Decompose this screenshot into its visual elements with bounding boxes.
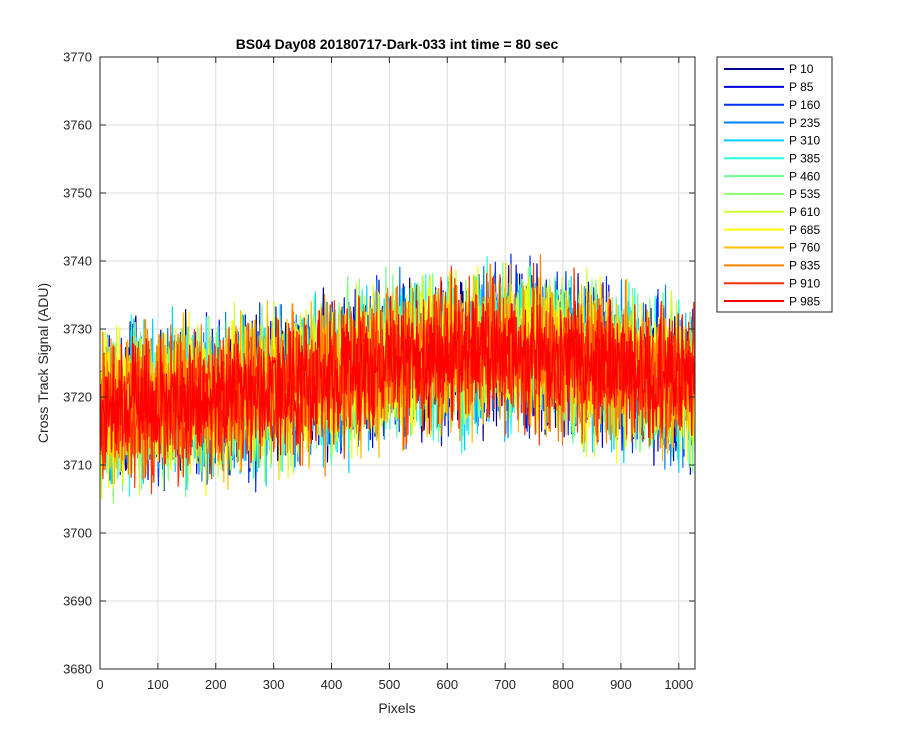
x-tick-labels: 0 100 200 300 400 500 600 700 800 900 1000 [96,677,693,692]
y-tick-label: 3730 [63,322,92,337]
legend-label: P 910 [789,276,820,290]
x-tick-label: 1000 [664,677,693,692]
y-tick-label: 3750 [63,186,92,201]
x-tick-label: 300 [263,677,285,692]
x-tick-label: 800 [552,677,574,692]
y-tick-label: 3680 [63,662,92,677]
y-tick-label: 3720 [63,390,92,405]
legend-entry: P 235 [724,116,820,130]
legend-label: P 85 [789,80,814,94]
legend-entry: P 685 [724,223,820,237]
legend-entry: P 835 [724,259,820,273]
legend-label: P 610 [789,205,820,219]
legend-entry: P 985 [724,294,820,308]
legend-label: P 160 [789,98,820,112]
legend-label: P 10 [789,62,814,76]
legend-entry: P 610 [724,205,820,219]
legend-entry: P 760 [724,241,820,255]
legend-entry: P 85 [724,80,814,94]
legend-label: P 310 [789,134,820,148]
series-line [100,295,695,464]
legend-box [716,56,833,313]
x-tick-label: 0 [96,677,103,692]
y-tick-label: 3770 [63,50,92,65]
legend-label: P 685 [789,223,820,237]
x-tick-label: 500 [379,677,401,692]
chart-title: BS04 Day08 20180717-Dark-033 int time = … [236,36,559,52]
legend-entry: P 535 [724,187,820,201]
x-tick-label: 200 [205,677,227,692]
legend-label: P 835 [789,259,820,273]
legend-label: P 460 [789,169,820,183]
y-tick-label: 3690 [63,594,92,609]
x-tick-label: 600 [436,677,458,692]
x-tick-label: 400 [321,677,343,692]
axis-ticks [99,56,695,670]
legend-entry: P 910 [724,276,820,290]
legend-label: P 985 [789,294,820,308]
y-axis-title: Cross Track Signal (ADU) [35,283,51,443]
series-lines [100,253,695,505]
axes-box [99,56,696,670]
x-tick-label: 100 [147,677,169,692]
x-tick-label: 900 [610,677,632,692]
y-tick-labels: 3680 3690 3700 3710 3720 3730 3740 3750 3760 3770 [63,50,92,677]
legend-label: P 235 [789,116,820,130]
legend-entry: P 310 [724,134,820,148]
x-tick-label: 700 [494,677,516,692]
y-tick-label: 3760 [63,118,92,133]
legend-label: P 385 [789,151,820,165]
y-tick-label: 3700 [63,526,92,541]
legend-entry: P 10 [724,62,814,76]
legend: P 10 P 85 P 160 P 235 P 310 P 385 P 460 P 535 P … [716,56,833,313]
legend-entry: P 160 [724,98,820,112]
y-tick-label: 3710 [63,458,92,473]
legend-label: P 535 [789,187,820,201]
x-axis-title: Pixels [378,700,415,716]
legend-entry: P 385 [724,151,820,165]
y-tick-label: 3740 [63,254,92,269]
legend-entry: P 460 [724,169,820,183]
legend-items: P 10 P 85 P 160 P 235 P 310 P 385 P 460 P 535 P … [724,62,820,308]
legend-label: P 760 [789,241,820,255]
